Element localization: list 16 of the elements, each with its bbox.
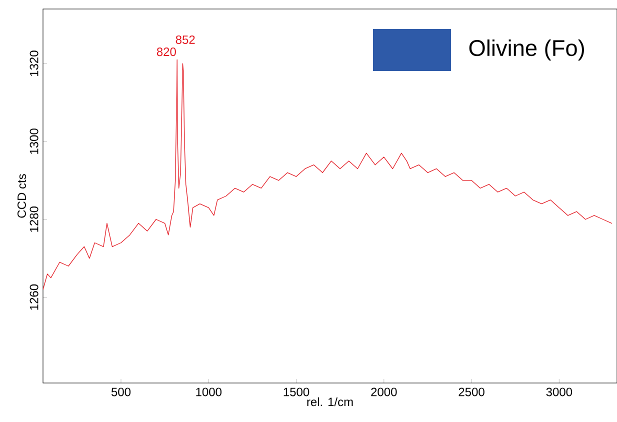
y-tick-label: 1260: [30, 284, 38, 310]
x-tick-label: 1500: [284, 388, 310, 396]
x-tick-label: 2500: [458, 388, 484, 396]
x-tick-label: 2000: [371, 388, 397, 396]
y-tick-label: 1300: [30, 128, 38, 154]
x-tick-label: 3000: [546, 388, 572, 396]
y-axis-title: CCD cts: [17, 174, 26, 218]
x-tick-label: 1000: [196, 388, 222, 396]
annotation: Olivine (Fo): [469, 39, 584, 61]
annotation: 852: [176, 35, 195, 44]
annotation: 820: [156, 48, 176, 56]
line-series: [43, 59, 612, 290]
x-axis-title: rel. 1/cm: [307, 397, 353, 406]
y-tick-label: 1320: [30, 50, 38, 76]
x-tick-label: 500: [111, 388, 131, 396]
y-tick-label: 1280: [30, 206, 38, 232]
